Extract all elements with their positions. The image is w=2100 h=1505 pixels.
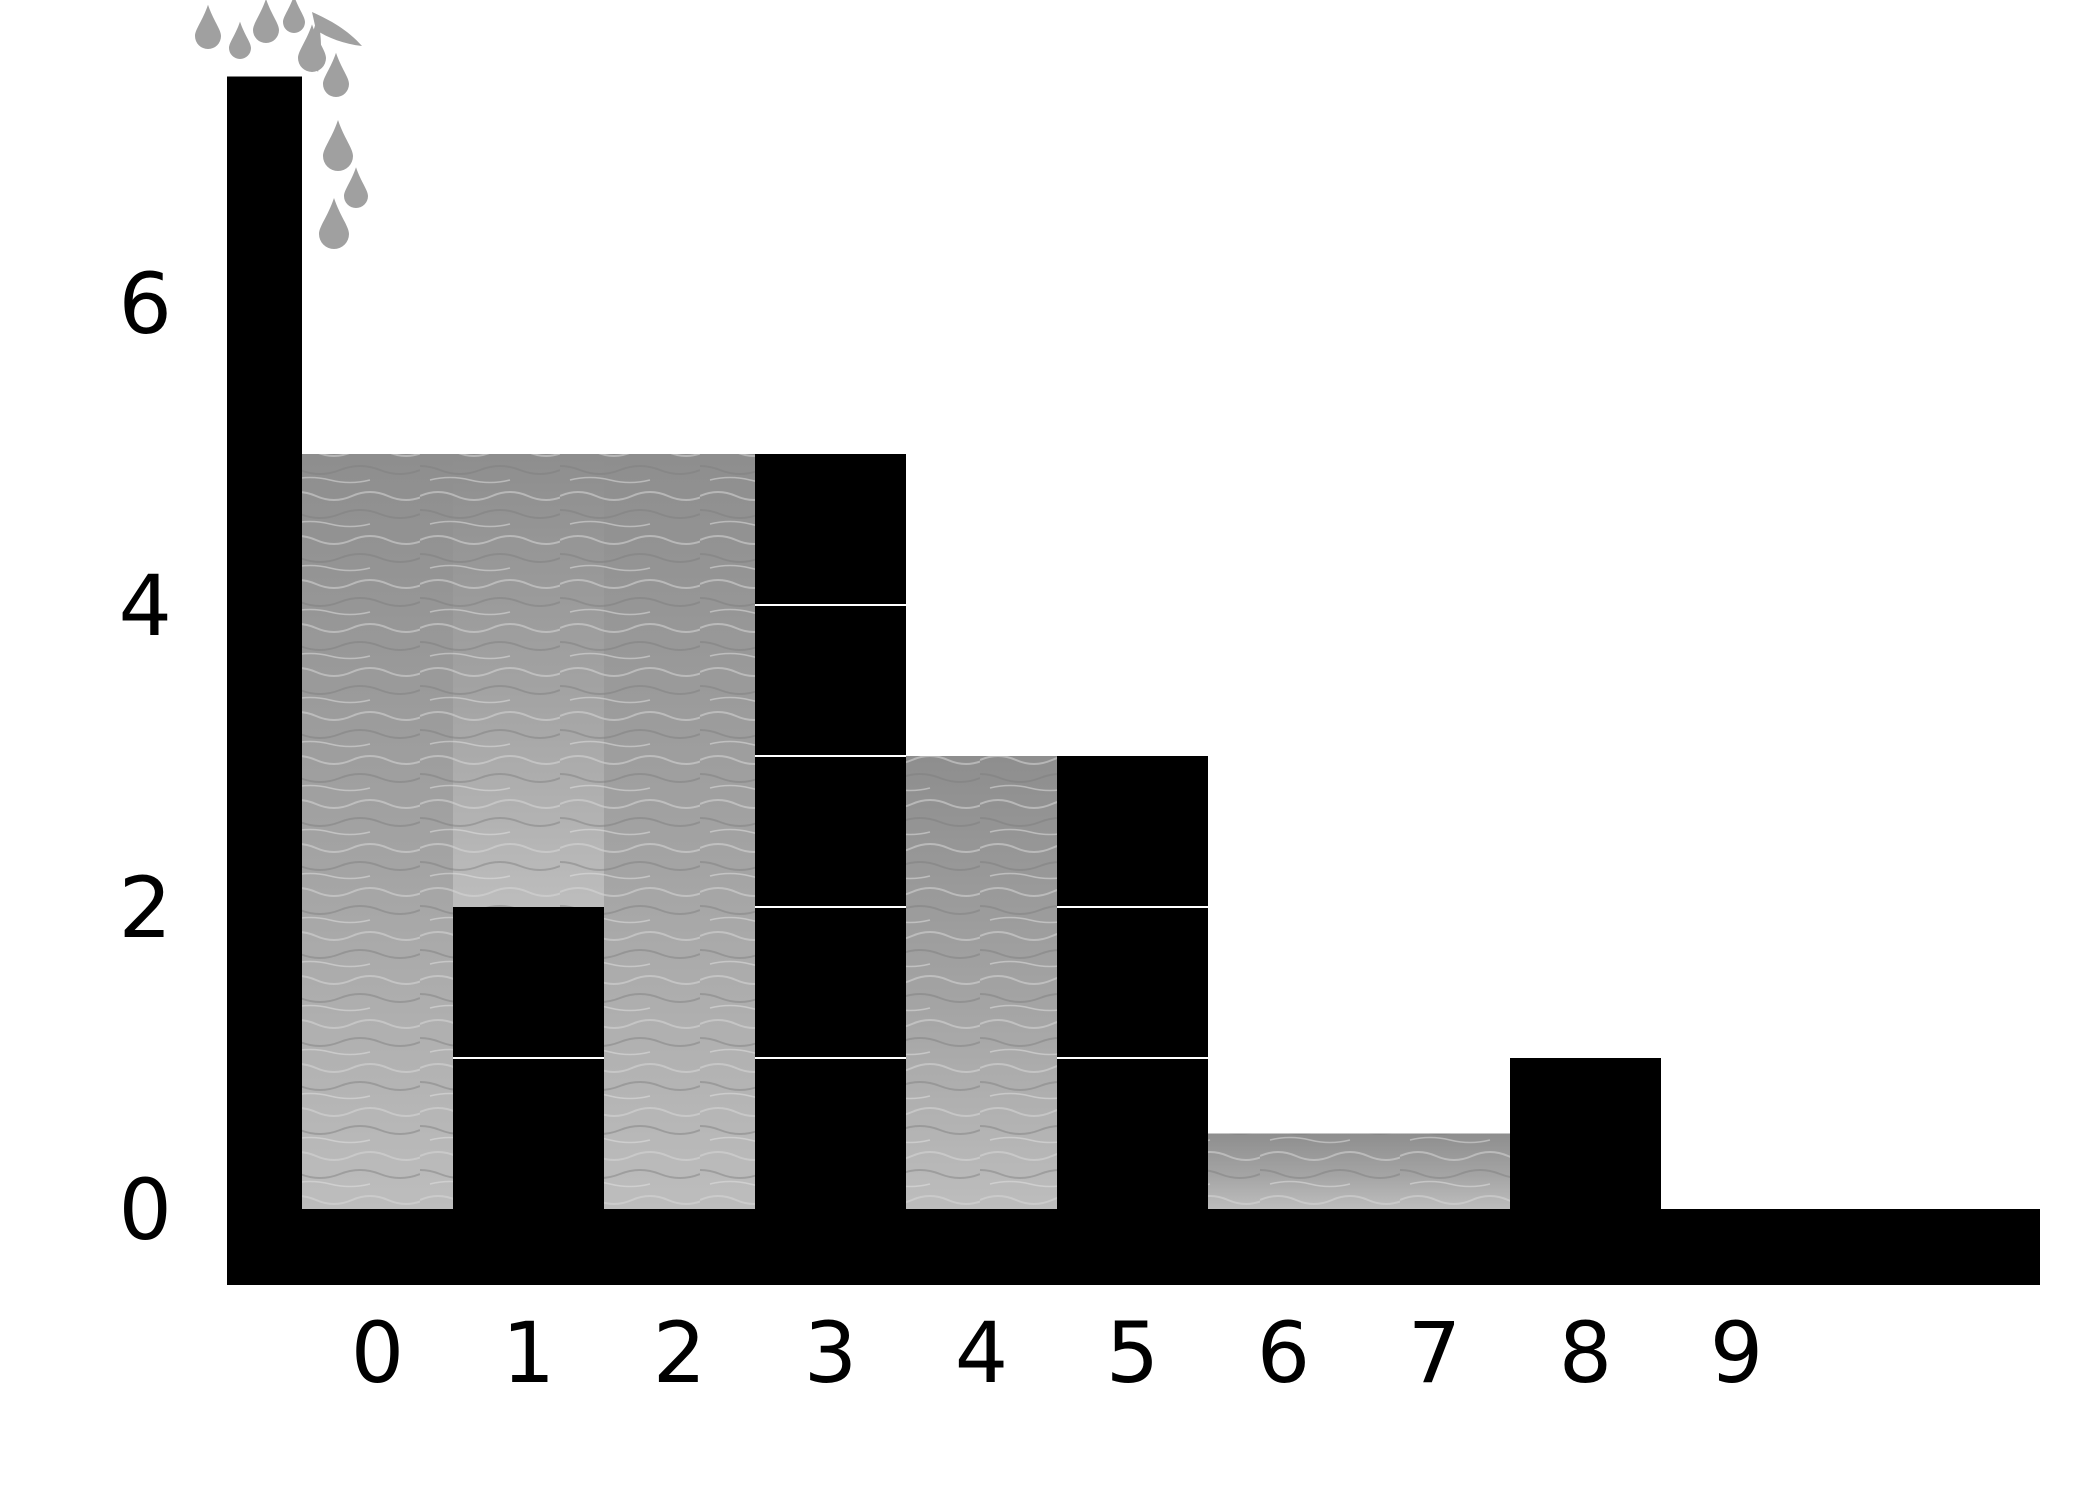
bar-1-block-2 — [453, 907, 604, 1058]
y-tick-label-4: 4 — [119, 557, 172, 655]
bar-5-block-1 — [1057, 1058, 1208, 1209]
y-tick-label-2: 2 — [119, 859, 172, 957]
x-tick-label-4: 4 — [955, 1304, 1008, 1402]
water-ripple-2 — [604, 454, 755, 1209]
water-drop-9 — [319, 198, 349, 249]
water-ripple-7 — [1359, 1133, 1510, 1209]
bar-3-block-3 — [755, 756, 906, 907]
water-drop-3 — [253, 0, 279, 43]
water-drop-7 — [323, 120, 353, 171]
y-tick-label-0: 0 — [119, 1161, 172, 1259]
y-tick-label-6: 6 — [119, 255, 172, 353]
floor-bar — [227, 1209, 2040, 1285]
water-ripple-1 — [453, 454, 604, 907]
x-tick-label-1: 1 — [502, 1304, 555, 1402]
bar-3-block-1 — [755, 1058, 906, 1209]
water-layer — [302, 454, 1510, 1209]
bar-3-block-4 — [755, 605, 906, 756]
x-tick-label-5: 5 — [1106, 1304, 1159, 1402]
water-drop-4 — [283, 0, 305, 33]
frame-layer — [227, 76, 2040, 1285]
water-drops-decoration — [194, 0, 368, 249]
bar-5-block-2 — [1057, 907, 1208, 1058]
water-splash — [311, 12, 362, 72]
bar-1-block-1 — [453, 1058, 604, 1209]
bar-8-block-1 — [1510, 1058, 1661, 1209]
bar-5-block-3 — [1057, 756, 1208, 907]
water-ripple-0 — [302, 454, 453, 1209]
x-tick-label-3: 3 — [804, 1304, 857, 1402]
water-ripple-4 — [906, 756, 1057, 1209]
x-tick-label-6: 6 — [1257, 1304, 1310, 1402]
x-tick-label-8: 8 — [1559, 1304, 1612, 1402]
x-tick-label-0: 0 — [351, 1304, 404, 1402]
water-drop-8 — [344, 167, 368, 208]
bar-3-block-2 — [755, 907, 906, 1058]
left-wall — [227, 76, 302, 1285]
x-tick-label-2: 2 — [653, 1304, 706, 1402]
y-axis-tick-labels: 0 2 4 6 — [119, 255, 172, 1259]
water-drop-1 — [194, 4, 221, 50]
x-tick-label-7: 7 — [1408, 1304, 1461, 1402]
water-ripple-6 — [1208, 1133, 1359, 1209]
x-tick-label-9: 9 — [1710, 1304, 1763, 1402]
bars-layer — [453, 454, 1661, 1209]
bar-3-block-5 — [755, 454, 906, 605]
water-drop-6 — [323, 52, 349, 97]
water-drop-2 — [229, 21, 251, 60]
